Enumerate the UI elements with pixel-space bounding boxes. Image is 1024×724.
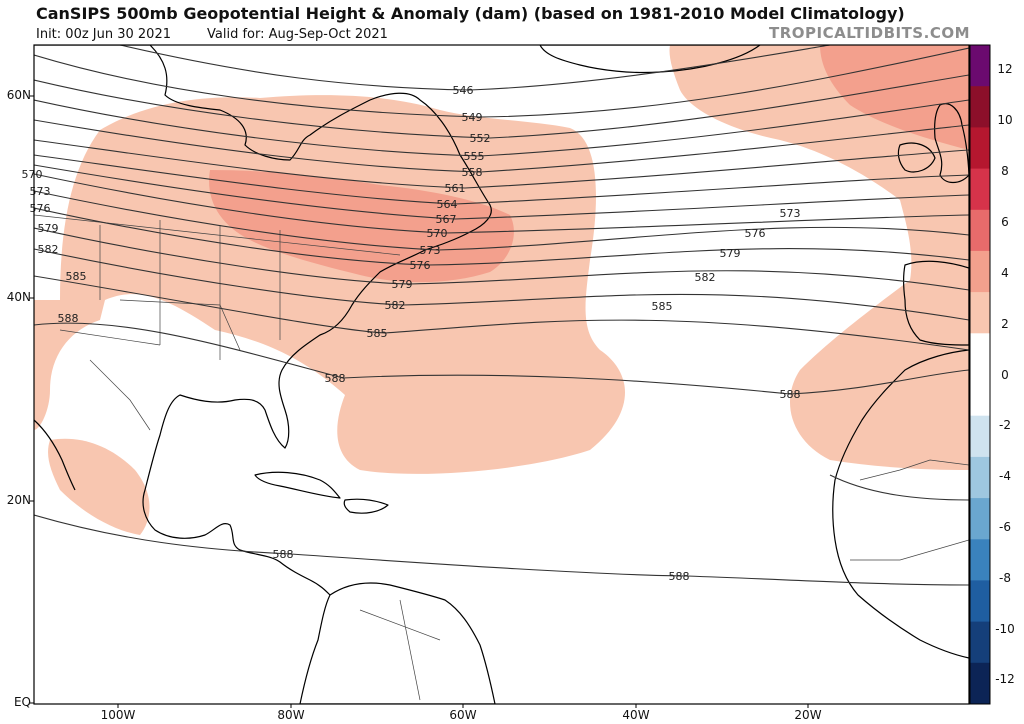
contour-label: 579 (392, 278, 413, 291)
contour-label: 564 (437, 198, 458, 211)
colorbar-swatch (970, 662, 990, 705)
contour-label: 588 (325, 372, 346, 385)
colorbar-swatch (970, 456, 990, 499)
contour-label: 588 (58, 312, 79, 325)
contour-label: 582 (38, 243, 59, 256)
colorbar-swatch (970, 209, 990, 252)
contour-label: 555 (464, 150, 485, 163)
great-britain (934, 103, 969, 184)
lon-label-80w: 80W (277, 708, 305, 722)
colorbar-label: 10 (997, 113, 1013, 127)
contour-label: 582 (695, 271, 716, 284)
contour-label: 576 (745, 227, 766, 240)
hispaniola (343, 498, 389, 514)
colorbar-swatch (970, 250, 990, 293)
anomaly-shading (34, 45, 969, 535)
contour-label: 552 (470, 132, 491, 145)
map-frame (33, 44, 970, 705)
init-time: Init: 00z Jun 30 2021 (36, 27, 171, 42)
north-america-coast (34, 45, 492, 596)
colorbar-swatch (970, 621, 990, 664)
colorbar-swatch (970, 168, 990, 211)
colorbar-label: 4 (1001, 266, 1009, 280)
contour-label: 576 (410, 259, 431, 272)
iberia (902, 260, 969, 346)
contour-label: 567 (436, 213, 457, 226)
lat-label-eq: EQ (13, 695, 31, 709)
colorbar-swatch (970, 498, 990, 540)
colorbar-swatch (970, 374, 990, 417)
contour-label: 573 (30, 185, 51, 198)
map-title: CanSIPS 500mb Geopotential Height & Anom… (36, 4, 905, 23)
colorbar-swatch (970, 333, 990, 375)
colorbar-label: -12 (995, 672, 1015, 686)
valid-period: Valid for: Aug-Sep-Oct 2021 (207, 27, 388, 42)
contour-label: 570 (427, 227, 448, 240)
height-contours (34, 45, 969, 586)
colorbar-label: -4 (999, 469, 1011, 483)
anomaly-region-europe-africa (669, 45, 969, 470)
colorbar-label: 0 (1001, 368, 1009, 382)
contour-label: 549 (462, 111, 483, 124)
anomaly-region-mexico (48, 438, 150, 535)
lon-label-60w: 60W (449, 708, 477, 722)
colorbar-label: 12 (997, 62, 1013, 76)
anomaly-region-north-america (34, 95, 625, 474)
contour-label: 585 (66, 270, 87, 283)
colorbar-swatch (970, 539, 990, 581)
colorbar-swatch (970, 86, 990, 128)
colorbar-label: -10 (995, 622, 1015, 636)
colorbar-label: 2 (1001, 317, 1009, 331)
greenland (539, 45, 761, 74)
contour-label: 570 (22, 168, 43, 181)
lon-label-20w: 20W (794, 708, 822, 722)
lat-label-40n: 40N (6, 290, 31, 304)
cuba (254, 471, 341, 499)
contour-label: 561 (445, 182, 466, 195)
contour-label: 558 (462, 166, 483, 179)
coastlines (34, 45, 969, 704)
colorbar (969, 44, 991, 705)
colorbar-label: -8 (999, 571, 1011, 585)
contour-label: 573 (420, 244, 441, 257)
site-brand[interactable]: TROPICALTIDBITS.COM (769, 24, 970, 42)
africa-coast (832, 349, 969, 659)
contour-labels: 5465495525555585615645675705705735735735… (22, 84, 801, 583)
lon-label-100w: 100W (100, 708, 136, 722)
contour-label: 546 (453, 84, 474, 97)
lon-label-40w: 40W (622, 708, 650, 722)
lat-label-20n: 20N (6, 493, 31, 507)
contour-label: 579 (720, 247, 741, 260)
colorbar-label: 6 (1001, 215, 1009, 229)
contour-label: 582 (385, 299, 406, 312)
contour-label: 588 (273, 548, 294, 561)
lat-label-60n: 60N (6, 88, 31, 102)
contour-label: 585 (652, 300, 673, 313)
axis-ticks (30, 95, 809, 708)
colorbar-swatch (970, 580, 990, 623)
colorbar-label: -2 (999, 418, 1011, 432)
colorbar-swatch (970, 292, 990, 334)
baja-coast (34, 419, 76, 491)
contour-label: 579 (38, 222, 59, 235)
south-america-coast (299, 582, 496, 704)
ireland (897, 142, 936, 173)
colorbar-swatch (970, 415, 990, 458)
anomaly-region-newfoundland-core (209, 170, 514, 283)
colorbar-label: 8 (1001, 164, 1009, 178)
contour-label: 588 (669, 570, 690, 583)
contour-label: 576 (30, 202, 51, 215)
colorbar-swatch (970, 45, 990, 87)
colorbar-swatch (970, 127, 990, 170)
colorbar-frame (969, 44, 991, 705)
contour-label: 573 (780, 207, 801, 220)
contour-label: 588 (780, 388, 801, 401)
contour-label: 585 (367, 327, 388, 340)
colorbar-label: -6 (999, 520, 1011, 534)
